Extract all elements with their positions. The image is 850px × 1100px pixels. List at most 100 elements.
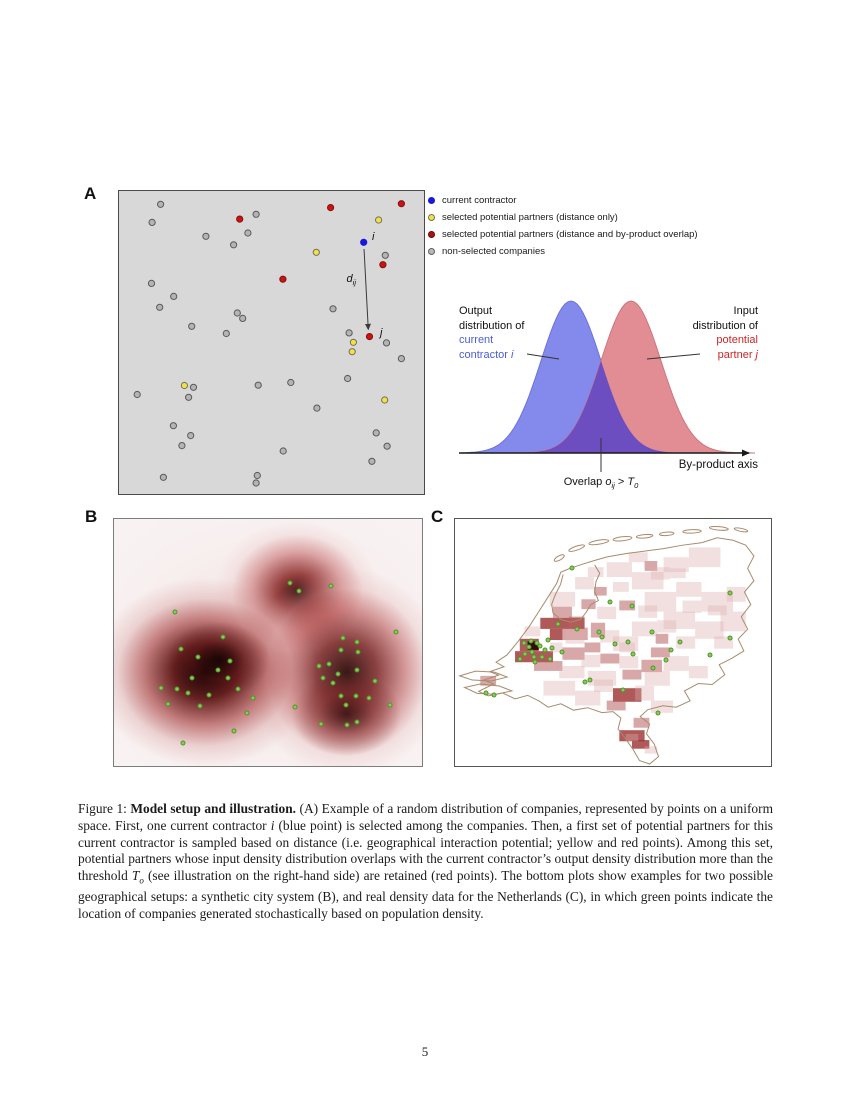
company-location-dot (344, 722, 350, 727)
wadden-island (734, 527, 748, 533)
population-density-cells (480, 547, 746, 754)
company-location-dot (517, 656, 523, 662)
overlap-o-subscript: ij (611, 481, 615, 491)
density-cell (594, 679, 613, 692)
caption-segment: (see illustration on the right-hand side… (78, 867, 773, 921)
company-location-dot (353, 693, 359, 699)
wadden-island (553, 554, 566, 563)
company-location-dot (215, 667, 221, 673)
density-cell (594, 586, 607, 596)
non-selected-company-dot (187, 432, 195, 440)
density-cell (562, 627, 588, 641)
non-selected-company-dot (230, 241, 238, 249)
non-selected-company-dot (344, 374, 352, 383)
company-location-dot (328, 583, 334, 589)
contractor-i-symbol: i (510, 348, 514, 361)
non-selected-company-dot (157, 200, 165, 208)
non-selected-company-dot (382, 339, 391, 347)
input-label-line2: distribution of (692, 319, 758, 332)
density-cell (650, 647, 670, 658)
zeeland-island-outline (464, 684, 511, 694)
non-selected-company-dot (279, 447, 287, 455)
distance-selected-dot (381, 396, 389, 404)
panel-a-label: A (84, 184, 97, 203)
company-location-dot (366, 695, 372, 701)
density-cell (527, 641, 539, 650)
overlap-selected-dot (279, 275, 287, 283)
density-cell (669, 568, 686, 579)
company-location-dot (250, 695, 256, 701)
non-selected-company-dot (148, 218, 156, 226)
density-cell (619, 600, 636, 611)
density-cell (682, 600, 702, 613)
legend-item-label: selected potential partners (distance an… (442, 229, 698, 240)
legend-item-distance-overlap: selected potential partners (distance an… (428, 226, 698, 243)
density-cell (600, 653, 620, 664)
non-selected-company-dot (239, 314, 247, 323)
company-location-dot (189, 675, 195, 681)
company-location-dot (185, 690, 191, 696)
density-cell (644, 560, 658, 571)
non-selected-company-dot (252, 210, 260, 218)
caption-segment: Figure 1: (78, 801, 131, 817)
density-cell (657, 620, 677, 633)
company-location-dot (340, 635, 346, 641)
density-cell (549, 628, 563, 641)
company-location-dot (663, 657, 669, 663)
overlap-o-symbol: o (605, 476, 612, 488)
company-location-dot (330, 680, 336, 686)
company-location-dot (354, 667, 360, 673)
output-label-line2: distribution of (459, 319, 525, 332)
non-selected-company-dot (254, 381, 262, 389)
density-cell (549, 591, 576, 607)
output-label-line4: contractor i (459, 348, 524, 363)
density-cell (587, 567, 604, 578)
company-location-dot (338, 693, 344, 699)
legend-item-non-selected: non-selected companies (428, 243, 698, 260)
non-selected-company-dot (381, 251, 389, 259)
density-cell (633, 717, 650, 728)
legend-item-label: selected potential partners (distance on… (442, 212, 618, 223)
density-cell (581, 654, 601, 668)
density-cell (695, 621, 724, 639)
distribution-illustration: Output distribution of current contracto… (455, 288, 850, 500)
company-location-dot (655, 710, 661, 716)
density-cell (631, 621, 658, 637)
caption-segment: (A) Example of a random distribution of … (78, 801, 773, 833)
company-location-dot (174, 686, 180, 692)
density-cell (644, 591, 677, 612)
density-cell (663, 611, 696, 629)
gray-dot-icon (428, 248, 435, 255)
wadden-island (709, 526, 728, 531)
density-cell (688, 547, 721, 568)
density-cell (676, 636, 696, 649)
density-cell (644, 670, 670, 686)
wadden-island (588, 539, 609, 546)
company-location-dot (227, 658, 233, 664)
page-number: 5 (421, 1044, 429, 1059)
non-selected-company-dot (222, 329, 230, 338)
density-cell (635, 685, 655, 701)
company-location-dot (287, 580, 293, 586)
zeeland-island-outline (460, 671, 507, 681)
company-location-dot (649, 629, 655, 635)
density-cell (625, 733, 639, 742)
company-location-dot (172, 609, 178, 615)
non-selected-company-dot (313, 404, 321, 412)
company-location-dot (318, 721, 324, 727)
company-location-dot (393, 629, 398, 635)
wadden-island (568, 544, 586, 553)
density-cell (606, 700, 626, 711)
company-location-dot (206, 692, 212, 698)
company-location-dot (620, 687, 626, 693)
company-location-dot (491, 692, 497, 698)
density-cell (622, 669, 642, 680)
density-cell (613, 688, 642, 702)
company-location-dot (569, 565, 575, 571)
distance-arrow (363, 248, 371, 331)
company-location-dot (529, 649, 535, 655)
company-location-dot (559, 649, 565, 655)
partner-j-symbol: j (755, 348, 758, 361)
non-selected-company-dot (202, 232, 210, 240)
density-cell (606, 562, 632, 578)
